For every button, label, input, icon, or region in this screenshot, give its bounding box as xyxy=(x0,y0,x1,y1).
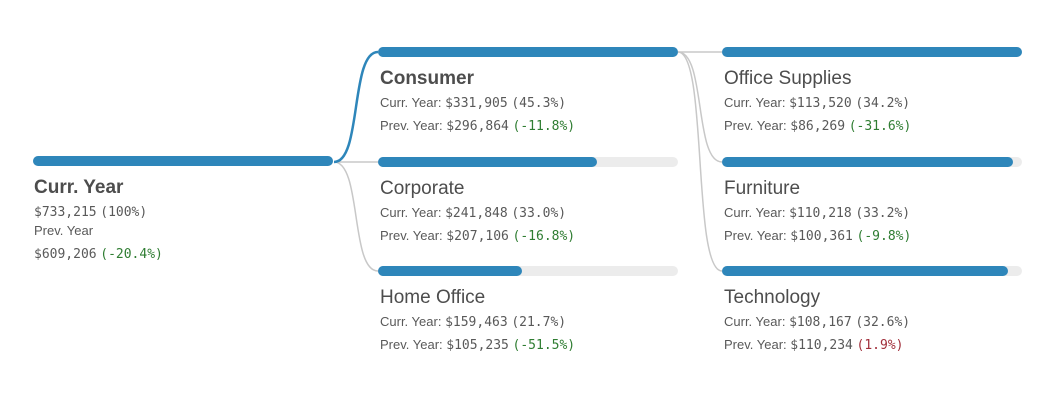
prev-change: (-16.8%) xyxy=(512,229,576,244)
prev-label: Prev. Year: xyxy=(380,118,443,133)
node-bar-track xyxy=(722,47,1022,57)
root-bar-fill xyxy=(33,156,333,166)
curr-value: $108,167 xyxy=(789,315,852,330)
node-bar-fill xyxy=(378,157,597,167)
node-bar-track xyxy=(378,266,678,276)
prev-change: (-51.5%) xyxy=(512,338,576,353)
prev-value: $86,269 xyxy=(790,119,846,134)
node-prev-line: Prev. Year: $86,269 (-31.6%) xyxy=(724,118,911,134)
node-bar-fill xyxy=(722,266,1008,276)
node-bar-track xyxy=(722,266,1022,276)
root-bar-track xyxy=(33,156,333,166)
curr-pct: (33.2%) xyxy=(855,206,911,221)
prev-change: (-9.8%) xyxy=(856,229,912,244)
node-curr-line: Curr. Year: $331,905 (45.3%) xyxy=(380,95,566,111)
node-bar-track xyxy=(378,157,678,167)
node-furniture[interactable]: Furniture Curr. Year: $110,218 (33.2%) P… xyxy=(722,157,1024,252)
node-consumer[interactable]: Consumer Curr. Year: $331,905 (45.3%) Pr… xyxy=(378,47,680,142)
node-title: Office Supplies xyxy=(724,68,852,89)
prev-value: $110,234 xyxy=(790,338,853,353)
link-consumer-technology xyxy=(677,51,723,272)
link-root-consumer xyxy=(333,50,379,164)
prev-value: $296,864 xyxy=(446,119,509,134)
prev-label: Prev. Year: xyxy=(724,118,787,133)
node-bar-fill xyxy=(722,47,1022,57)
root-node[interactable]: Curr. Year $733,215 (100%) Prev. Year $6… xyxy=(33,156,335,266)
root-curr-value: $733,215 xyxy=(34,205,97,220)
curr-label: Curr. Year: xyxy=(380,205,442,220)
curr-pct: (33.0%) xyxy=(511,206,567,221)
prev-change: (1.9%) xyxy=(856,338,904,353)
curr-label: Curr. Year: xyxy=(724,95,786,110)
node-curr-line: Curr. Year: $159,463 (21.7%) xyxy=(380,314,566,330)
node-bar-fill xyxy=(378,47,678,57)
curr-label: Curr. Year: xyxy=(724,205,786,220)
root-prev-line: $609,206 (-20.4%) xyxy=(34,246,163,262)
curr-pct: (34.2%) xyxy=(855,96,911,111)
root-prev-change: (-20.4%) xyxy=(100,247,163,262)
node-corporate[interactable]: Corporate Curr. Year: $241,848 (33.0%) P… xyxy=(378,157,680,252)
prev-label: Prev. Year: xyxy=(380,337,443,352)
node-curr-line: Curr. Year: $241,848 (33.0%) xyxy=(380,205,566,221)
node-bar-track xyxy=(722,157,1022,167)
node-title: Consumer xyxy=(380,68,474,89)
curr-value: $331,905 xyxy=(445,96,508,111)
curr-label: Curr. Year: xyxy=(380,95,442,110)
node-home-office[interactable]: Home Office Curr. Year: $159,463 (21.7%)… xyxy=(378,266,680,361)
prev-value: $100,361 xyxy=(790,229,853,244)
link-root-home-office xyxy=(333,161,379,272)
node-office-supplies[interactable]: Office Supplies Curr. Year: $113,520 (34… xyxy=(722,47,1024,142)
prev-change: (-11.8%) xyxy=(512,119,576,134)
node-title: Corporate xyxy=(380,178,465,199)
prev-value: $207,106 xyxy=(446,229,509,244)
node-prev-line: Prev. Year: $110,234 (1.9%) xyxy=(724,337,903,353)
curr-value: $110,218 xyxy=(789,206,852,221)
prev-value: $105,235 xyxy=(446,338,509,353)
curr-pct: (45.3%) xyxy=(511,96,567,111)
node-title: Technology xyxy=(724,287,821,308)
curr-pct: (21.7%) xyxy=(511,315,567,330)
root-curr-pct: (100%) xyxy=(100,205,148,220)
curr-label: Curr. Year: xyxy=(380,314,442,329)
prev-label: Prev. Year: xyxy=(380,228,443,243)
node-curr-line: Curr. Year: $110,218 (33.2%) xyxy=(724,205,910,221)
node-title: Furniture xyxy=(724,178,801,199)
curr-value: $113,520 xyxy=(789,96,852,111)
curr-label: Curr. Year: xyxy=(724,314,786,329)
node-technology[interactable]: Technology Curr. Year: $108,167 (32.6%) … xyxy=(722,266,1024,361)
prev-change: (-31.6%) xyxy=(848,119,912,134)
node-bar-track xyxy=(378,47,678,57)
node-bar-fill xyxy=(722,157,1013,167)
link-consumer-furniture xyxy=(677,51,723,163)
root-curr-line: $733,215 (100%) xyxy=(34,204,147,220)
root-prev-value: $609,206 xyxy=(34,247,97,262)
node-prev-line: Prev. Year: $296,864 (-11.8%) xyxy=(380,118,575,134)
node-prev-line: Prev. Year: $100,361 (-9.8%) xyxy=(724,228,911,244)
root-prev-label: Prev. Year xyxy=(34,223,94,238)
node-curr-line: Curr. Year: $108,167 (32.6%) xyxy=(724,314,910,330)
node-bar-fill xyxy=(378,266,522,276)
node-prev-line: Prev. Year: $105,235 (-51.5%) xyxy=(380,337,575,353)
node-curr-line: Curr. Year: $113,520 (34.2%) xyxy=(724,95,910,111)
curr-value: $241,848 xyxy=(445,206,508,221)
curr-pct: (32.6%) xyxy=(855,315,911,330)
node-title: Home Office xyxy=(380,287,486,308)
node-prev-line: Prev. Year: $207,106 (-16.8%) xyxy=(380,228,575,244)
prev-label: Prev. Year: xyxy=(724,337,787,352)
root-title: Curr. Year xyxy=(34,177,124,198)
curr-value: $159,463 xyxy=(445,315,508,330)
prev-label: Prev. Year: xyxy=(724,228,787,243)
